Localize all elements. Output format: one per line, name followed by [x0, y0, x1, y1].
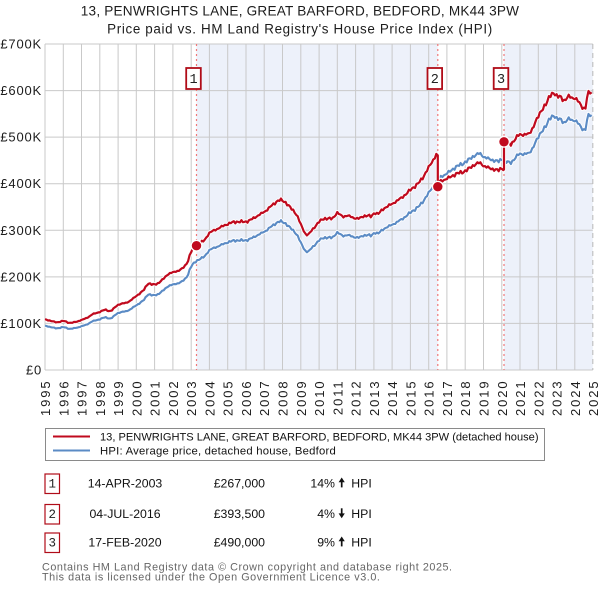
svg-text:2025: 2025	[586, 380, 600, 417]
svg-text:2022: 2022	[531, 380, 546, 417]
svg-text:2006: 2006	[239, 380, 254, 417]
svg-text:2018: 2018	[458, 380, 473, 417]
svg-text:04-JUL-2016: 04-JUL-2016	[89, 507, 160, 521]
svg-text:2009: 2009	[294, 380, 309, 417]
svg-text:£700K: £700K	[0, 37, 42, 52]
svg-text:2003: 2003	[184, 380, 199, 417]
svg-text:2007: 2007	[257, 380, 272, 417]
svg-text:2013: 2013	[367, 380, 382, 417]
svg-text:HPI: HPI	[351, 507, 372, 521]
svg-text:£500K: £500K	[0, 130, 42, 145]
svg-text:14%: 14%	[310, 477, 335, 491]
svg-text:2: 2	[48, 508, 56, 522]
svg-text:3: 3	[48, 537, 56, 551]
svg-text:2000: 2000	[129, 380, 144, 417]
svg-text:£400K: £400K	[0, 176, 42, 191]
svg-text:1: 1	[189, 73, 197, 88]
svg-text:2012: 2012	[349, 380, 364, 417]
svg-text:£100K: £100K	[0, 316, 42, 331]
svg-text:4%: 4%	[317, 507, 335, 521]
svg-text:2010: 2010	[312, 380, 327, 417]
svg-text:1999: 1999	[111, 380, 126, 417]
svg-text:13, PENWRIGHTS LANE, GREAT BAR: 13, PENWRIGHTS LANE, GREAT BARFORD, BEDF…	[81, 4, 519, 19]
svg-text:14-APR-2003: 14-APR-2003	[88, 477, 163, 491]
svg-text:2014: 2014	[385, 380, 400, 417]
svg-text:2002: 2002	[166, 380, 181, 417]
svg-text:1: 1	[48, 478, 56, 492]
svg-text:HPI: HPI	[351, 477, 372, 491]
svg-text:Contains HM Land Registry data: Contains HM Land Registry data © Crown c…	[42, 562, 453, 574]
svg-text:2004: 2004	[202, 380, 217, 417]
svg-text:2016: 2016	[422, 380, 437, 417]
svg-text:2005: 2005	[221, 380, 236, 417]
svg-text:£0: £0	[26, 363, 42, 378]
svg-text:1998: 1998	[93, 380, 108, 417]
svg-text:Price paid vs. HM Land Registr: Price paid vs. HM Land Registry's House …	[107, 22, 493, 37]
svg-text:2017: 2017	[440, 380, 455, 417]
svg-text:1997: 1997	[75, 380, 90, 417]
svg-text:HPI: HPI	[351, 536, 372, 550]
svg-text:1996: 1996	[56, 380, 71, 417]
svg-text:2001: 2001	[148, 380, 163, 417]
svg-text:2008: 2008	[276, 380, 291, 417]
svg-text:2024: 2024	[568, 380, 583, 417]
svg-text:£600K: £600K	[0, 83, 42, 98]
svg-text:2023: 2023	[550, 380, 565, 417]
svg-text:£267,000: £267,000	[214, 477, 265, 491]
svg-text:2011: 2011	[330, 380, 345, 416]
svg-text:2020: 2020	[495, 380, 510, 417]
svg-text:1995: 1995	[38, 380, 53, 417]
svg-text:2: 2	[431, 73, 439, 88]
svg-text:17-FEB-2020: 17-FEB-2020	[88, 536, 161, 550]
svg-text:2021: 2021	[513, 380, 528, 417]
svg-text:£393,500: £393,500	[214, 507, 265, 521]
svg-text:13, PENWRIGHTS LANE, GREAT BAR: 13, PENWRIGHTS LANE, GREAT BARFORD, BEDF…	[100, 432, 539, 444]
svg-text:£200K: £200K	[0, 269, 42, 284]
svg-text:2015: 2015	[403, 380, 418, 417]
svg-text:9%: 9%	[317, 536, 335, 550]
svg-text:3: 3	[497, 73, 505, 88]
svg-text:2019: 2019	[477, 380, 492, 417]
svg-text:This data is licensed under th: This data is licensed under the Open Gov…	[42, 572, 380, 584]
svg-text:£300K: £300K	[0, 223, 42, 238]
svg-text:£490,000: £490,000	[214, 536, 265, 550]
svg-text:HPI: Average price, detached h: HPI: Average price, detached house, Bedf…	[100, 446, 336, 458]
